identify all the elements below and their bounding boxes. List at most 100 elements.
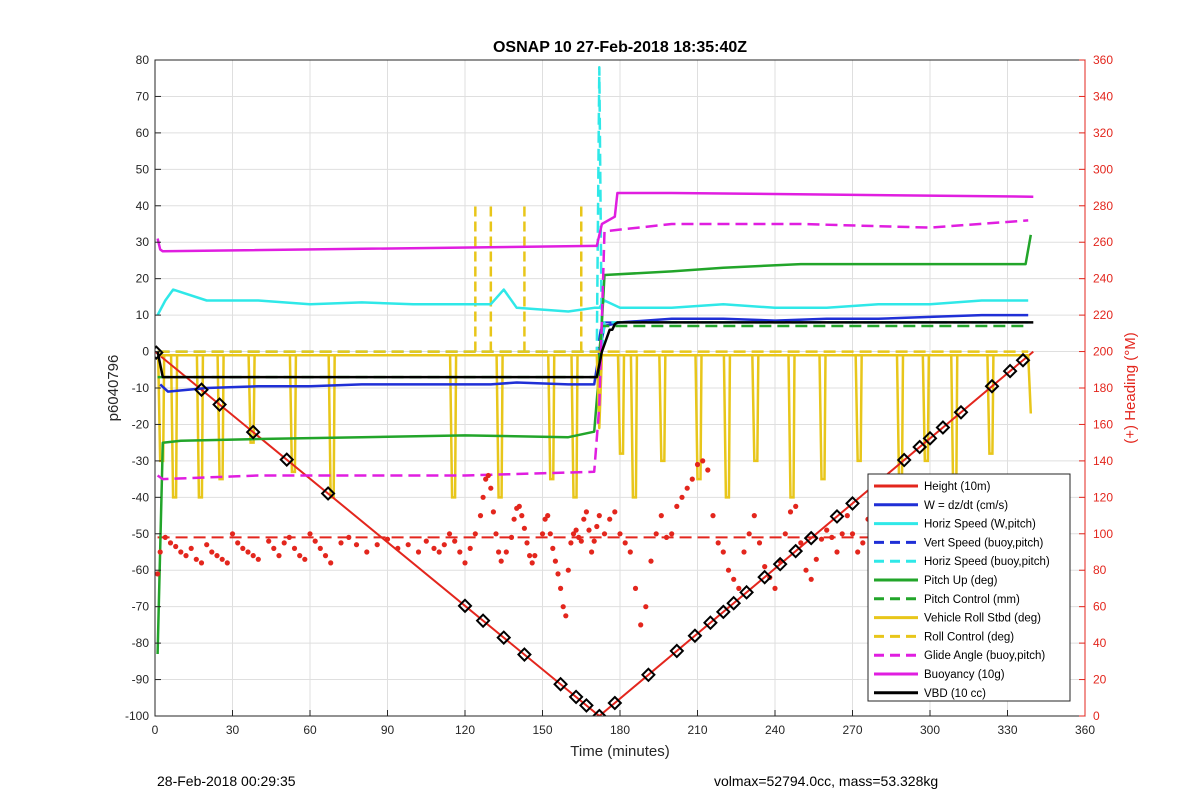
y-tick-label: 60 [136, 126, 150, 140]
legend-label: Pitch Up (deg) [924, 575, 998, 587]
height-marker [803, 530, 819, 546]
height-marker [155, 345, 164, 361]
heading-point [669, 531, 675, 537]
heading-point [214, 553, 220, 559]
heading-point [612, 509, 618, 515]
heading-point [291, 545, 298, 552]
legend-label: Horiz Speed (buoy,pitch) [924, 556, 1050, 568]
heading-point [813, 556, 819, 562]
roll-spike [570, 355, 579, 499]
heading-point [632, 585, 639, 592]
height-marker [279, 452, 295, 468]
heading-point [596, 513, 602, 519]
heading-point [725, 567, 732, 573]
y2-tick-label: 240 [1093, 272, 1113, 286]
heading-point [684, 485, 690, 491]
height-marker [457, 598, 473, 614]
heading-point [782, 531, 788, 537]
heading-point [560, 604, 566, 610]
y-tick-label: 30 [136, 235, 150, 249]
heading-point [521, 525, 528, 531]
roll-spike [921, 355, 931, 463]
height-marker [935, 420, 951, 435]
heading-point [302, 556, 308, 562]
footer-volmax-mass: volmax=52794.0cc, mass=53.328kg [714, 773, 939, 789]
heading-point [488, 485, 494, 491]
heading-point [818, 536, 825, 542]
x-tick-label: 0 [152, 723, 159, 737]
y2-tick-label: 320 [1093, 126, 1113, 140]
y-tick-label: -60 [132, 563, 150, 577]
height-marker [212, 397, 227, 412]
roll-spike [787, 355, 796, 499]
heading-point [524, 540, 530, 546]
heading-point [452, 538, 458, 544]
roll-spike [195, 355, 205, 499]
heading-point [286, 534, 292, 541]
height-marker [245, 424, 261, 440]
legend-label: Vert Speed (buoy,pitch) [924, 537, 1043, 549]
height-marker [984, 378, 1000, 394]
x-tick-label: 150 [532, 723, 552, 737]
height-marker [320, 486, 336, 501]
heading-point [511, 516, 517, 522]
y-tick-label: -10 [132, 381, 150, 395]
heading-point [756, 540, 763, 546]
heading-point [798, 540, 804, 546]
y2-tick-label: 60 [1093, 600, 1107, 614]
y2-tick-label: 300 [1093, 162, 1113, 176]
heading-point [436, 549, 442, 555]
heading-point [705, 467, 711, 473]
heading-point [627, 549, 633, 555]
roll-spike [216, 355, 225, 481]
heading-point [281, 540, 287, 546]
heading-point [250, 553, 256, 559]
legend-label: Pitch Control (mm) [924, 594, 1020, 606]
height-marker [669, 643, 685, 659]
heading-point [322, 553, 329, 559]
heading-point [209, 549, 215, 555]
height-marker [922, 430, 938, 446]
heading-point [312, 538, 318, 544]
heading-point [772, 585, 778, 592]
heading-point [601, 531, 608, 537]
series-line-w-dz-dt-cm-s [159, 313, 1029, 393]
heading-point [446, 531, 453, 537]
y2-tick-label: 100 [1093, 527, 1113, 541]
heading-point [658, 513, 664, 519]
legend-label: Roll Control (deg) [924, 631, 1014, 643]
x-tick-label: 240 [765, 723, 785, 737]
roll-spike [986, 355, 995, 455]
height-marker [1015, 352, 1031, 368]
heading-point [563, 613, 569, 619]
heading-point [162, 534, 168, 541]
heading-point [591, 538, 597, 544]
heading-point [519, 513, 525, 519]
heading-point [431, 545, 437, 552]
y2-tick-label: 260 [1093, 235, 1113, 249]
heading-point [276, 553, 282, 559]
y-tick-label: 10 [136, 308, 150, 322]
heading-point [576, 534, 582, 541]
heading-point [157, 549, 163, 555]
heading-point [700, 458, 706, 464]
x-tick-label: 90 [381, 723, 395, 737]
heading-point [787, 509, 794, 515]
heading-point [167, 540, 174, 546]
heading-point [198, 560, 205, 566]
y2-tick-label: 140 [1093, 454, 1113, 468]
height-marker [845, 495, 860, 511]
heading-point [834, 549, 840, 555]
roll-spike [694, 355, 703, 481]
heading-point [532, 553, 538, 559]
heading-point [219, 556, 225, 562]
heading-point [824, 527, 830, 533]
height-marker [715, 604, 731, 620]
heading-point [839, 531, 845, 537]
y-tick-label: 80 [136, 53, 150, 67]
series-line-vbd-10-cc [156, 321, 1034, 379]
legend: Height (10m) W = dz/dt (cm/s) Horiz Speed … [867, 473, 1071, 702]
heading-point [328, 560, 334, 566]
heading-point [353, 542, 360, 548]
